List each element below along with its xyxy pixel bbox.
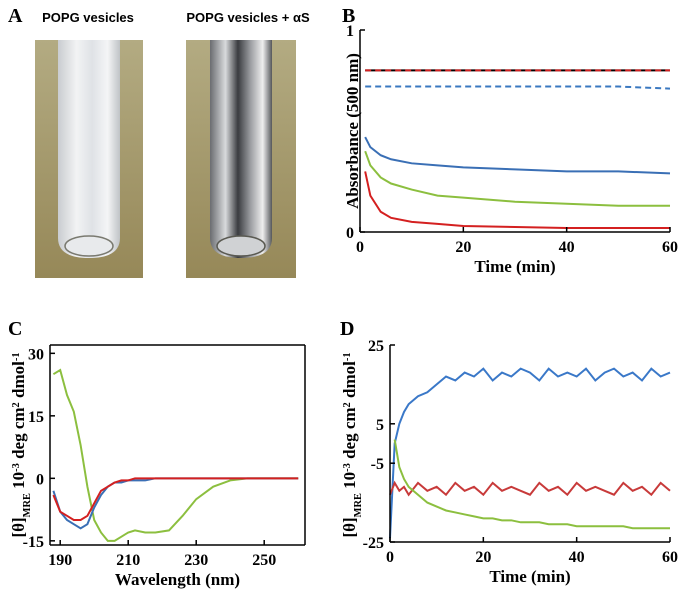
y-axis-label-part: MRE (22, 493, 33, 517)
photo (186, 40, 296, 278)
y-tick-label: 5 (376, 417, 384, 434)
y-tick-label: 15 (28, 409, 44, 426)
y-axis-label-part: 10 (340, 472, 359, 493)
y-axis-label-part: dmol (9, 361, 28, 402)
panel-label: A (8, 5, 23, 27)
data-line (52, 368, 299, 542)
x-tick-label: 40 (559, 239, 575, 256)
x-tick-label: 0 (386, 549, 394, 566)
x-tick-label: 190 (48, 552, 72, 569)
y-axis-label-part: [θ] (340, 517, 359, 537)
y-axis-label: [θ]MRE 10-3 deg cm2 dmol-1 (9, 352, 33, 537)
y-axis-label-part: 10 (9, 472, 28, 493)
x-tick-label: 20 (455, 239, 471, 256)
y-axis-label-part: 2 (11, 402, 22, 407)
data-line (364, 136, 671, 175)
x-tick-label: 250 (252, 552, 276, 569)
y-axis-label-part: -3 (11, 463, 22, 472)
panel-label: D (340, 318, 354, 340)
data-line (389, 367, 671, 539)
x-tick-label: 210 (116, 552, 140, 569)
photo-caption: POPG vesicles (42, 10, 134, 25)
y-axis-label-part: deg cm (9, 407, 28, 463)
y-tick-label: 1 (346, 23, 354, 40)
y-axis-label-part: deg cm (340, 407, 359, 463)
x-axis-label: Time (min) (474, 257, 555, 276)
x-tick-label: 40 (569, 549, 585, 566)
panel-label: C (8, 318, 22, 340)
x-tick-label: 0 (356, 239, 364, 256)
data-line (364, 150, 670, 207)
x-tick-label: 60 (662, 239, 678, 256)
x-tick-label: 230 (184, 552, 208, 569)
y-tick-label: -15 (23, 534, 44, 551)
y-tick-label: 0 (346, 225, 354, 242)
data-line (365, 85, 671, 90)
x-tick-label: 20 (475, 549, 491, 566)
data-line (393, 439, 670, 530)
y-tick-label: -5 (371, 456, 384, 473)
y-axis-label: [θ]MRE 10-3 deg cm2 dmol-1 (340, 352, 364, 537)
x-axis-label: Time (min) (489, 567, 570, 586)
y-axis-label-part: -1 (342, 352, 353, 361)
photo-caption: POPG vesicles + αS (186, 10, 310, 25)
y-tick-label: 25 (368, 338, 384, 355)
data-line (52, 477, 299, 521)
x-axis-label: Wavelength (nm) (115, 570, 240, 589)
y-axis-label-part: -3 (342, 463, 353, 472)
data-line (389, 480, 671, 497)
y-axis-label-part: Absorbance (500 nm) (343, 53, 362, 209)
y-tick-label: 30 (28, 346, 44, 363)
y-tick-label: 0 (36, 471, 44, 488)
y-axis-label-part: MRE (353, 493, 364, 517)
y-tick-label: -25 (363, 535, 384, 552)
data-line (364, 171, 670, 229)
panel-label: B (342, 5, 355, 27)
y-axis-label-part: -1 (11, 352, 22, 361)
x-tick-label: 60 (662, 549, 678, 566)
photo (35, 40, 143, 278)
y-axis-label-part: [θ] (9, 517, 28, 537)
y-axis-label-part: 2 (342, 402, 353, 407)
y-axis-label-part: dmol (340, 361, 359, 402)
y-axis-label: Absorbance (500 nm) (343, 53, 362, 209)
